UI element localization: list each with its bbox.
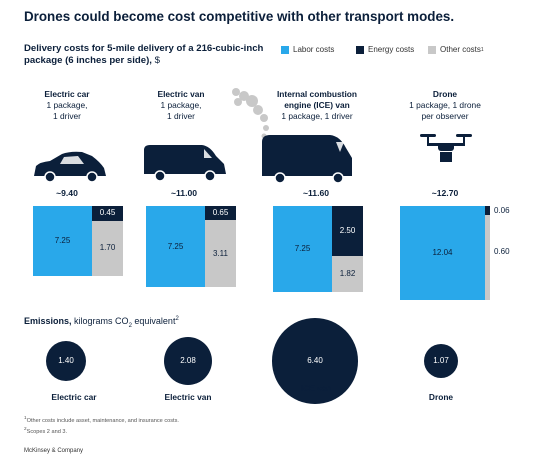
mode-title-drone: Drone 1 package, 1 drone per observer [385, 89, 505, 122]
emissions-title-sub: 2 [128, 322, 132, 329]
legend-label-energy: Energy costs [368, 45, 415, 54]
mode-desc-line: 1 package, [46, 100, 88, 110]
ice-van-icon [232, 88, 352, 184]
emissions-title-unit: kilograms CO [74, 316, 129, 326]
bar-energy [92, 206, 123, 221]
emissions-title: Emissions, kilograms CO2 equivalent2 [24, 316, 179, 329]
emissions-name-drone: Drone [428, 392, 454, 402]
emissions-value: 1.40 [58, 356, 74, 365]
bar-group-drone: 12.04 0.06 0.60 [400, 206, 524, 300]
brand-logo-text: McKinsey & Company [24, 448, 84, 454]
mode-desc-line: per observer [421, 111, 469, 121]
bar-label-energy: 0.45 [99, 208, 116, 218]
legend-label-other: Other costs [440, 45, 481, 54]
bar-label-labor: 7.25 [294, 243, 311, 253]
mode-title-electric-van: Electric van 1 package, 1 driver [121, 89, 241, 122]
bar-other [205, 220, 236, 288]
bar-label-other: 0.60 [494, 247, 510, 257]
emissions-circle [163, 336, 213, 386]
bar-labor [273, 206, 332, 292]
emissions-title-unit2: equivalent [131, 316, 176, 326]
bar-energy [332, 206, 363, 256]
legend-swatch-energy [356, 45, 364, 54]
bar-labor [33, 206, 92, 276]
bar-label-labor: 12.04 [432, 247, 453, 257]
mode-desc-line: 1 package, 1 drone [409, 100, 481, 110]
bar-other [92, 220, 123, 276]
bar-energy [485, 206, 490, 215]
bar-group-electric-van: 7.25 0.65 3.11 [146, 206, 270, 288]
mode-name: Electric van [157, 89, 205, 99]
mode-name-line: Internal combustion [276, 89, 358, 99]
mode-title-ice-van: Internal combustion engine (ICE) van 1 p… [257, 89, 377, 122]
emissions-title-sup: 2 [175, 316, 179, 322]
mode-desc-line: 1 package, 1 driver [281, 111, 353, 121]
bar-label-labor: 7.25 [54, 235, 71, 245]
legend-footnote-mark: 1 [480, 46, 484, 53]
legend-energy: Energy costs [356, 45, 414, 54]
mode-desc-line: 1 package, [160, 100, 202, 110]
footnote-text: Scopes 2 and 3. [26, 429, 68, 436]
mode-desc-line: 1 driver [53, 111, 81, 121]
electric-car-icon [34, 151, 106, 183]
chart-title: Drones could become cost competitive wit… [24, 9, 455, 24]
emissions-value: 6.40 [307, 356, 323, 365]
bar-label-energy: 0.06 [494, 206, 510, 215]
footnote-1: 1Other costs include asset, maintenance,… [24, 414, 179, 425]
mode-title-electric-car: Electric car 1 package, 1 driver [7, 89, 127, 122]
total-drone: ~12.70 [431, 188, 459, 198]
emissions-circle [272, 318, 358, 404]
bar-label-energy: 2.50 [339, 225, 356, 235]
legend-labor: Labor costs [281, 45, 334, 54]
footnote-text: Other costs include asset, maintenance, … [26, 417, 179, 424]
drone-icon [420, 134, 472, 162]
emissions-value: 2.08 [180, 356, 196, 365]
subtitle-unit: $ [154, 55, 160, 66]
legend-other: Other costs 1 [428, 45, 484, 54]
chart-subtitle: Delivery costs for 5-mile delivery of a … [24, 43, 264, 67]
legend-swatch-other [428, 45, 436, 54]
bar-group-ice-van: 7.25 2.50 1.82 [273, 206, 397, 292]
bar-other [332, 255, 363, 292]
mode-name-line: engine (ICE) van [284, 100, 350, 110]
footnote-mark: 1 [24, 415, 27, 420]
emissions-title-bold: Emissions, [24, 316, 72, 326]
bar-labor [146, 206, 205, 288]
total-electric-car: ~9.40 [56, 188, 78, 198]
mode-name: Drone [432, 89, 458, 99]
bar-labor [400, 206, 485, 300]
bar-label-energy: 0.65 [212, 208, 229, 218]
footnotes: 1Other costs include asset, maintenance,… [24, 414, 179, 437]
total-ice-van: ~11.60 [302, 188, 330, 198]
subtitle-text: Delivery costs for 5-mile delivery of a … [24, 43, 264, 66]
bar-label-other: 3.11 [213, 248, 228, 258]
emissions-value: 1.07 [433, 356, 449, 365]
bar-group-electric-car: 7.25 0.45 1.70 [33, 206, 157, 276]
bar-label-labor: 7.25 [167, 241, 184, 251]
footnote-mark: 2 [24, 426, 27, 432]
emissions-name-ice-van: ICE van [300, 383, 332, 393]
footnote-2: 2Scopes 2 and 3. [24, 425, 179, 436]
emissions-name-electric-van: Electric van [164, 392, 212, 402]
bar-other [485, 214, 490, 300]
bar-label-other: 1.70 [99, 243, 116, 253]
bar-energy [205, 206, 236, 221]
emissions-circle [423, 343, 459, 379]
total-electric-van: ~11.00 [170, 188, 198, 198]
mode-name: Electric car [44, 89, 90, 99]
mode-desc-line: 1 driver [167, 111, 195, 121]
emissions-name-electric-car: Electric car [51, 392, 97, 402]
legend-label-labor: Labor costs [293, 45, 335, 54]
electric-van-icon [144, 145, 226, 182]
emissions-circle [46, 341, 86, 381]
bar-label-other: 1.82 [339, 268, 356, 278]
legend-swatch-labor [281, 45, 289, 54]
